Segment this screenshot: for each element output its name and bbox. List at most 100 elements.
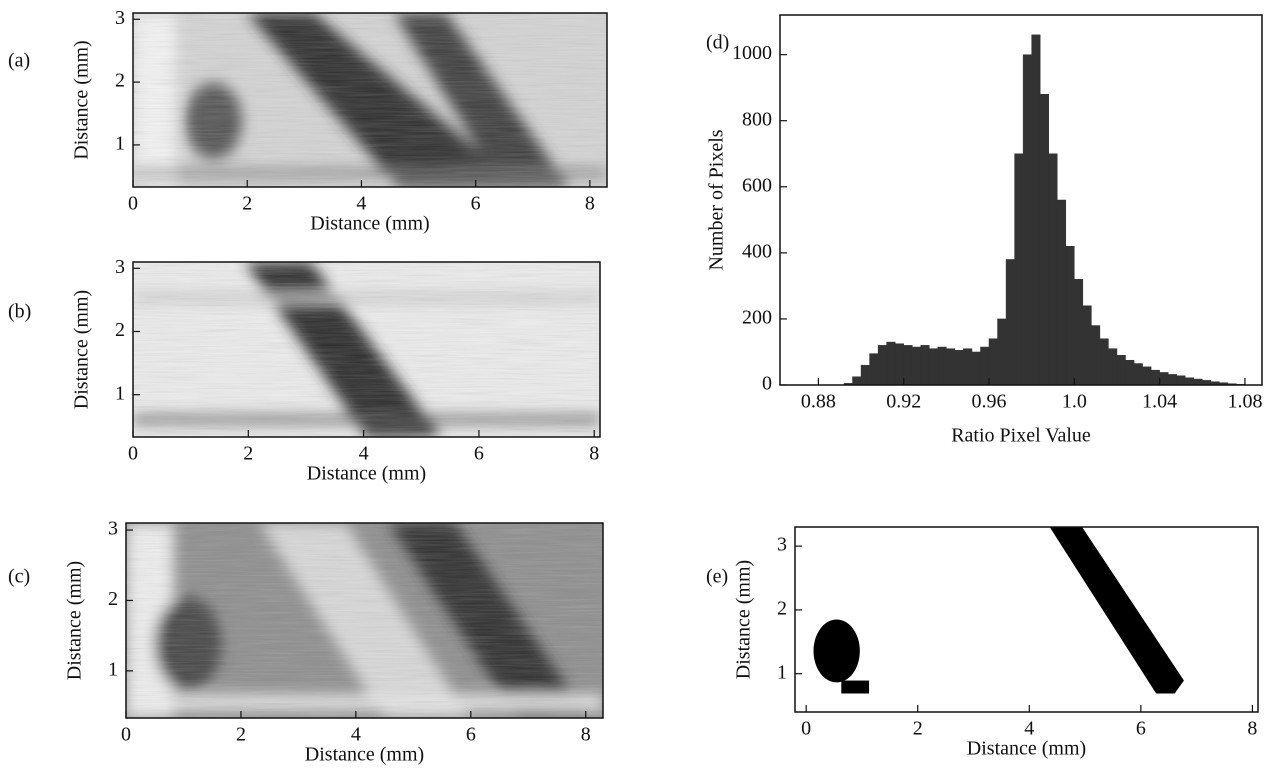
- x-axis-label: Distance (mm): [307, 463, 426, 485]
- y-tick-label: 400: [742, 240, 772, 262]
- image-content: [813, 527, 1184, 694]
- x-tick-label: 6: [474, 443, 484, 465]
- bar: [894, 343, 904, 386]
- axes-frame: [132, 12, 608, 188]
- bar: [920, 345, 930, 386]
- bar: [1057, 199, 1067, 386]
- y-tick-label: 3: [115, 256, 125, 278]
- y-axis-label: Distance (mm): [71, 290, 93, 409]
- y-axis-label: Distance (mm): [733, 560, 755, 679]
- y-tick-label: 600: [742, 174, 772, 196]
- panel: 0.88 0.92 0.96 1.0 1.04 1.08 0 200 400 600 800 1000…: [706, 14, 1263, 447]
- bar: [1159, 372, 1169, 386]
- x-tick-label: 4: [356, 193, 366, 215]
- bar: [911, 346, 922, 386]
- bar: [1022, 54, 1032, 386]
- image-grain: [133, 13, 607, 187]
- bar: [1074, 279, 1084, 386]
- x-tick-label: 4: [359, 443, 369, 465]
- axes-frame: [779, 14, 1263, 386]
- bar: [1167, 374, 1177, 386]
- x-tick-label: 0: [128, 443, 138, 465]
- y-tick-label: 3: [777, 534, 787, 556]
- axes-frame: [794, 526, 1259, 713]
- bar: [1014, 153, 1024, 386]
- x-axis-label: Ratio Pixel Value: [951, 425, 1091, 447]
- y-axis-label: Distance (mm): [71, 40, 93, 159]
- bar: [929, 348, 939, 386]
- image-region: [841, 680, 870, 694]
- panel-label: (d): [706, 32, 729, 54]
- bar: [937, 346, 947, 386]
- x-axis-label: Distance (mm): [967, 738, 1086, 760]
- bar: [1091, 325, 1101, 386]
- panel: 0 2 4 6 8 1 2 3 Distance (mm) Distance (mm) (a): [8, 7, 608, 235]
- bar: [1150, 369, 1160, 386]
- axes-frame: [125, 522, 604, 719]
- x-tick-label: 2: [243, 443, 253, 465]
- x-tick-label: 1.08: [1227, 391, 1262, 413]
- bar: [1005, 259, 1015, 386]
- y-tick-label: 800: [742, 108, 772, 130]
- y-axis-label: Distance (mm): [64, 561, 86, 680]
- x-tick-label: 2: [236, 724, 246, 746]
- bar: [886, 341, 896, 386]
- y-tick-label: 1: [115, 133, 125, 155]
- axes-frame: [132, 261, 601, 438]
- y-tick-label: 1: [777, 661, 787, 683]
- image-grain: [126, 523, 603, 718]
- x-axis-label: Distance (mm): [310, 213, 429, 235]
- x-tick-label: 4: [1024, 718, 1034, 740]
- bar: [1065, 246, 1075, 386]
- bar: [1099, 338, 1109, 386]
- y-tick-label: 2: [115, 70, 125, 92]
- bar: [954, 350, 964, 386]
- x-tick-label: 4: [351, 724, 361, 746]
- panel: 0 2 4 6 8 1 2 3 Distance (mm) Distance (mm) (c): [8, 518, 604, 766]
- image-region: [813, 619, 860, 683]
- x-tick-label: 6: [466, 724, 476, 746]
- x-tick-label: 2: [913, 718, 923, 740]
- bar: [1116, 355, 1126, 386]
- bar: [963, 348, 973, 386]
- x-tick-label: 8: [589, 443, 599, 465]
- panel-label: (e): [706, 566, 728, 588]
- y-tick-label: 3: [108, 518, 118, 540]
- bar: [946, 348, 956, 386]
- panel-label: (c): [8, 566, 30, 588]
- panel-label: (a): [8, 50, 30, 72]
- x-tick-label: 8: [581, 724, 591, 746]
- bar: [1031, 34, 1041, 386]
- bar: [1108, 348, 1118, 386]
- x-tick-label: 6: [471, 193, 481, 215]
- bar: [1039, 94, 1049, 386]
- y-axis-label: Number of Pixels: [706, 129, 728, 270]
- bar: [1133, 363, 1143, 386]
- x-tick-label: 8: [1247, 718, 1257, 740]
- bar: [980, 346, 990, 386]
- bar: [877, 345, 887, 386]
- image: [126, 523, 603, 718]
- image-grain: [133, 262, 600, 437]
- x-tick-label: 8: [585, 193, 595, 215]
- x-tick-label: 1.04: [1142, 391, 1177, 413]
- bar: [997, 318, 1007, 386]
- y-tick-label: 0: [762, 373, 772, 395]
- bar: [903, 345, 913, 386]
- bar: [1048, 153, 1058, 386]
- bar: [1176, 375, 1186, 386]
- y-tick-label: 1: [108, 658, 118, 680]
- bar: [1193, 378, 1203, 386]
- y-tick-label: 3: [115, 7, 125, 29]
- bar: [869, 353, 879, 386]
- y-tick-label: 2: [115, 319, 125, 341]
- panel-label: (b): [8, 301, 31, 323]
- x-axis-label: Distance (mm): [305, 744, 424, 766]
- x-tick-label: 0: [801, 718, 811, 740]
- x-tick-label: 0.96: [972, 391, 1007, 413]
- bar: [1184, 377, 1195, 386]
- x-tick-label: 0: [121, 724, 131, 746]
